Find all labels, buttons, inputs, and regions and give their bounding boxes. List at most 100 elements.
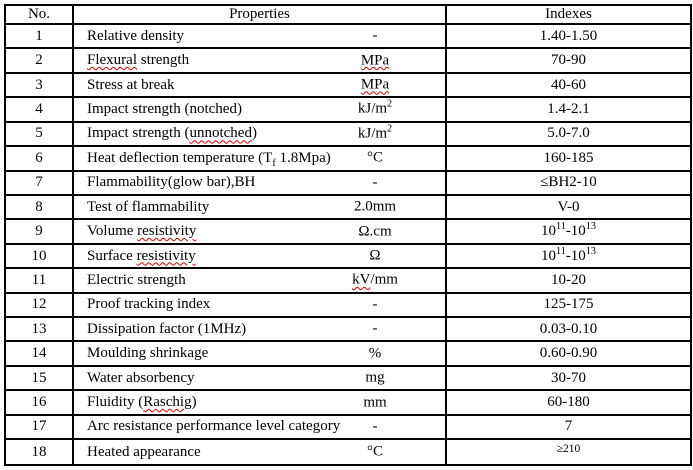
unit-label: - (373, 418, 378, 435)
text-segment: 2 (387, 123, 393, 135)
property-name: Dissipation factor (1MHz) (87, 321, 246, 337)
unit-label: % (369, 345, 382, 362)
text-segment: kJ/m (357, 125, 388, 142)
index-value: 125-175 (445, 291, 692, 319)
text-segment: Impact strength (notched) (87, 100, 242, 117)
property-name: Impact strength (notched) (87, 101, 242, 117)
text-segment: ) (191, 394, 197, 411)
text-segment: Flammability(glow bar),BH (87, 174, 256, 191)
text-segment: - (372, 174, 378, 191)
property-name: Water absorbency (87, 370, 195, 386)
unit-label: MPa (361, 77, 389, 94)
text-segment: f (272, 157, 276, 169)
property-name: Impact strength (unnotched) (87, 125, 257, 141)
text-segment: °C (366, 443, 384, 460)
text-segment: 70-90 (551, 52, 586, 69)
text-segment: ≥210 (556, 443, 581, 456)
row-number: 11 (4, 267, 74, 294)
unit-label: kJ/m2 (357, 123, 393, 142)
property-name: Flexural strength (87, 52, 189, 68)
unit-label: 2.0mm (354, 199, 396, 216)
property-cell: Impact strength (notched) kJ/m2 (72, 96, 447, 123)
properties-table: No. Properties Indexes 1 Relative density… (4, 4, 692, 466)
text-segment: -10 (565, 223, 586, 240)
index-value: 1.4-2.1 (445, 96, 692, 123)
text-segment: mg (365, 369, 385, 386)
text-segment: 10-20 (551, 271, 586, 288)
text-segment: - (372, 296, 378, 313)
text-segment: 11 (556, 221, 566, 233)
row-number: 16 (4, 389, 74, 416)
index-value: 70-90 (445, 47, 692, 74)
table-row: 7 Flammability(glow bar),BH - ≤BH2-10 (4, 169, 692, 196)
text-segment: Impact strength ( (87, 125, 190, 142)
text-segment: 2.0mm (353, 198, 397, 215)
text-segment: Test of flammability (87, 198, 210, 215)
text-segment: 40-60 (551, 76, 586, 93)
text-segment: Moulding shrinkage (87, 345, 209, 362)
property-cell: Flammability(glow bar),BH - (72, 169, 447, 196)
property-name: Moulding shrinkage (87, 345, 208, 361)
property-name: Test of flammability (87, 199, 209, 215)
text-segment: Arc resistance performance level categor… (87, 418, 341, 435)
text-segment: Proof tracking index (87, 296, 211, 313)
index-value: 7 (445, 413, 692, 441)
text-segment: 7 (564, 418, 573, 435)
property-cell: Test of flammability 2.0mm (72, 193, 447, 221)
property-cell: Heat deflection temperature (Tf 1.8Mpa) °… (72, 145, 447, 172)
property-cell: Dissipation factor (1MHz) - (72, 316, 447, 343)
text-segment: /mm (370, 271, 398, 288)
property-name: Relative density (87, 28, 184, 44)
table-row: 12 Proof tracking index - 125-175 (4, 291, 692, 319)
column-header-properties: Properties (72, 4, 447, 25)
property-name: Surface resistivity (87, 248, 196, 264)
property-name: Proof tracking index (87, 296, 210, 312)
unit-label: - (373, 296, 378, 313)
text-segment: kV (352, 271, 371, 288)
text-segment: kJ/m (357, 100, 388, 117)
property-cell: Fluidity (Raschig) mm (72, 389, 447, 416)
unit-label: - (373, 174, 378, 191)
text-segment: MPa (360, 52, 390, 69)
unit-label: - (373, 321, 378, 338)
table-row: 10 Surface resistivity Ω 1011-1013 (4, 242, 692, 270)
row-number: 15 (4, 364, 74, 392)
table-row: 8 Test of flammability 2.0mm V-0 (4, 193, 692, 221)
text-segment: 0.60-0.90 (539, 345, 598, 362)
unit-label: - (373, 28, 378, 45)
property-cell: Moulding shrinkage% (72, 340, 447, 367)
index-value: 1.40-1.50 (445, 22, 692, 50)
index-value: ≥210 (445, 438, 692, 466)
row-number: 13 (4, 316, 74, 343)
text-segment: 125-175 (543, 296, 594, 313)
row-number: 8 (4, 193, 74, 221)
table-row: 6 Heat deflection temperature (Tf 1.8Mpa)… (4, 145, 692, 172)
text-segment: Ω (369, 247, 381, 264)
column-header-indexes: Indexes (445, 4, 692, 25)
table-row: 9 Volume resistivity Ω.cm 1011-1013 (4, 218, 692, 245)
property-name: Heated appearance (87, 444, 201, 460)
table-row: 17 Arc resistance performance level categ… (4, 413, 692, 441)
index-value: 10-20 (445, 267, 692, 294)
text-segment: °C (366, 149, 384, 166)
text-segment: 13 (585, 245, 596, 257)
text-segment: mm (363, 394, 387, 411)
text-segment: - (372, 320, 378, 337)
index-value: 60-180 (445, 389, 692, 416)
row-number: 10 (4, 242, 74, 270)
unit-label: MPa (361, 52, 389, 69)
text-segment: V-0 (557, 198, 580, 215)
row-number: 17 (4, 413, 74, 441)
unit-label: Ω.cm (358, 223, 391, 240)
row-number: 7 (4, 169, 74, 196)
text-segment: 160-185 (543, 149, 594, 166)
row-number: 3 (4, 71, 74, 99)
text-segment: ≤BH2-10 (540, 174, 597, 191)
table-row: 3 Stress at break MPa 40-60 (4, 71, 692, 99)
text-segment: 2 (387, 98, 393, 110)
text-segment: Heat deflection temperature (T (87, 149, 273, 166)
text-segment: % (368, 345, 382, 362)
text-segment: -10 (565, 247, 586, 264)
header-row: No. Properties Indexes (4, 4, 692, 25)
